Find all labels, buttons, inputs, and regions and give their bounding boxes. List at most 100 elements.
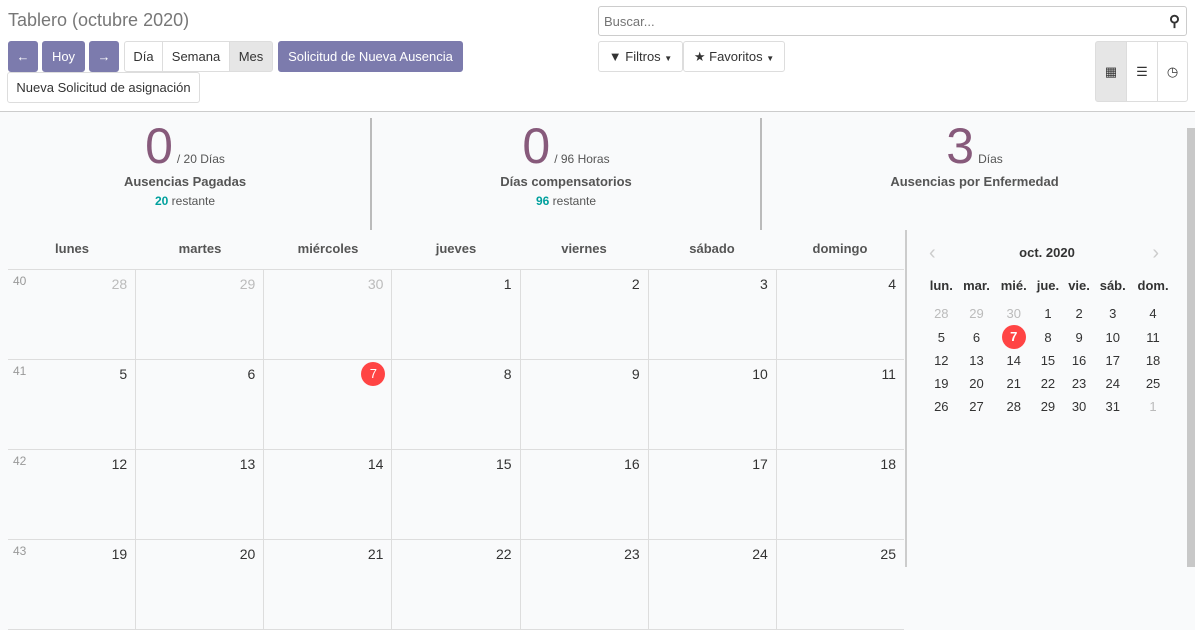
mini-day[interactable]: 14 [995,349,1032,372]
mini-day[interactable]: 7 [995,325,1032,349]
mini-day[interactable]: 5 [925,325,958,349]
list-view-button[interactable]: ☰ [1126,41,1158,102]
calendar-day-cell[interactable]: 18 [777,450,904,539]
calendar-day-cell[interactable]: 41 5 [8,360,137,449]
calendar-day-cell[interactable]: 14 [264,450,393,539]
mini-day[interactable]: 19 [925,372,958,395]
calendar-day-cell[interactable]: 10 [649,360,777,449]
day-number: 12 [111,456,128,472]
stat-unit: / 96 Horas [554,152,610,166]
mini-day-number: 7 [1001,325,1026,349]
mini-day[interactable]: 16 [1064,349,1095,372]
new-allocation-request-button[interactable]: Nueva Solicitud de asignación [7,72,200,103]
calendar-view-button[interactable]: ▦ [1095,41,1127,102]
calendar-day-cell[interactable]: 29 [136,270,265,359]
favorites-dropdown[interactable]: ★ Favoritos ▼ [683,41,785,72]
calendar-day-cell[interactable]: 3 [649,270,777,359]
calendar-day-cell[interactable]: 1 [392,270,521,359]
stat-remaining: 20 [154,194,169,208]
mini-day-number: 27 [969,399,984,414]
mini-day[interactable]: 30 [1064,395,1095,418]
mini-day[interactable]: 18 [1131,349,1175,372]
next-button[interactable]: → [89,41,119,72]
mini-day[interactable]: 1 [1131,395,1175,418]
calendar-day-cell[interactable]: 4 [777,270,904,359]
mini-day[interactable]: 30 [995,302,1032,325]
calendar-day-cell[interactable]: 2 [521,270,649,359]
mini-day[interactable]: 24 [1094,372,1131,395]
mini-day[interactable]: 29 [958,302,996,325]
calendar-day-cell[interactable]: 9 [521,360,649,449]
weekday-label: viernes [561,241,607,256]
mini-day-number: 9 [1075,329,1083,345]
mini-day[interactable]: 10 [1094,325,1131,349]
calendar-week-row: 42 12 13 14 15 16 17 18 [8,450,904,540]
calendar-day-cell[interactable]: 40 28 [8,270,137,359]
calendar-day-cell[interactable]: 6 [136,360,265,449]
new-leave-request-button[interactable]: Solicitud de Nueva Ausencia [278,41,463,72]
mini-day[interactable]: 29 [1032,395,1064,418]
calendar-day-cell[interactable]: 25 [777,540,904,629]
month-view-button[interactable]: Mes [229,41,273,72]
calendar-day-cell[interactable]: 8 [392,360,521,449]
search-input[interactable] [599,7,1139,35]
calendar-day-cell[interactable]: 15 [392,450,521,539]
mini-day[interactable]: 2 [1064,302,1095,325]
mini-day[interactable]: 3 [1094,302,1131,325]
day-number: 11 [881,366,896,382]
filters-dropdown[interactable]: ▼ Filtros ▼ [598,41,683,72]
today-button[interactable]: Hoy [42,41,85,72]
mini-day[interactable]: 21 [995,372,1032,395]
day-number: 10 [752,366,768,382]
week-number: 42 [13,454,27,468]
mini-day[interactable]: 28 [925,302,958,325]
day-view-button[interactable]: Día [124,41,163,72]
calendar-day-cell[interactable]: 22 [392,540,521,629]
mini-day[interactable]: 4 [1131,302,1175,325]
mini-day[interactable]: 31 [1094,395,1131,418]
calendar-day-cell[interactable]: 43 19 [8,540,137,629]
previous-button[interactable]: ← [8,41,38,72]
caret-down-icon: ▼ [766,54,775,63]
mini-day[interactable]: 12 [925,349,958,372]
mini-day[interactable]: 11 [1131,325,1175,349]
stat-remaining-label: restante [552,194,597,208]
calendar-day-cell[interactable]: 16 [521,450,649,539]
scrollbar[interactable] [1187,128,1195,567]
mini-day-number: 1 [1149,399,1157,414]
mini-day[interactable]: 23 [1064,372,1095,395]
mini-day[interactable]: 17 [1094,349,1131,372]
day-number: 2 [631,276,640,292]
activity-view-button[interactable]: ◷ [1157,41,1188,102]
calendar-day-cell[interactable]: 23 [521,540,649,629]
day-number: 28 [111,276,128,292]
mini-day[interactable]: 22 [1032,372,1064,395]
calendar-day-cell[interactable]: 21 [264,540,393,629]
mini-day[interactable]: 28 [995,395,1032,418]
week-number: 41 [13,364,27,378]
calendar-day-cell[interactable]: 42 12 [8,450,137,539]
calendar-day-cell[interactable]: 7 [264,360,393,449]
search-icon[interactable]: ⚲ [1169,13,1180,30]
mini-day[interactable]: 1 [1032,302,1064,325]
chevron-left-icon[interactable]: ‹ [929,242,936,264]
calendar-day-cell[interactable]: 13 [136,450,265,539]
mini-day[interactable]: 9 [1064,325,1095,349]
mini-day[interactable]: 13 [958,349,996,372]
chevron-right-icon[interactable]: › [1152,242,1159,264]
calendar-day-cell[interactable]: 17 [649,450,777,539]
day-number: 5 [119,366,128,382]
calendar-day-cell[interactable]: 20 [136,540,265,629]
stat-label: Ausencias por Enfermedad [890,174,1059,189]
mini-day[interactable]: 20 [958,372,996,395]
calendar-day-cell[interactable]: 24 [649,540,777,629]
mini-day[interactable]: 8 [1032,325,1064,349]
calendar-day-cell[interactable]: 11 [777,360,904,449]
mini-day[interactable]: 6 [958,325,996,349]
week-view-button[interactable]: Semana [162,41,230,72]
mini-day[interactable]: 15 [1032,349,1064,372]
mini-day[interactable]: 25 [1131,372,1175,395]
mini-day[interactable]: 27 [958,395,996,418]
calendar-day-cell[interactable]: 30 [264,270,393,359]
mini-day[interactable]: 26 [925,395,958,418]
